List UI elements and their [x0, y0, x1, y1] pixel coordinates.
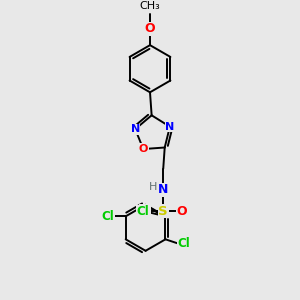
Text: Cl: Cl	[178, 237, 190, 250]
Text: N: N	[130, 124, 140, 134]
Text: Cl: Cl	[102, 210, 114, 223]
Text: O: O	[145, 22, 155, 35]
Text: Cl: Cl	[136, 206, 149, 218]
Text: N: N	[165, 122, 175, 132]
Text: O: O	[176, 205, 187, 218]
Text: S: S	[158, 205, 168, 218]
Text: CH₃: CH₃	[140, 1, 160, 11]
Text: N: N	[158, 183, 168, 196]
Text: O: O	[139, 144, 148, 154]
Text: O: O	[140, 205, 150, 218]
Text: H: H	[149, 182, 157, 192]
